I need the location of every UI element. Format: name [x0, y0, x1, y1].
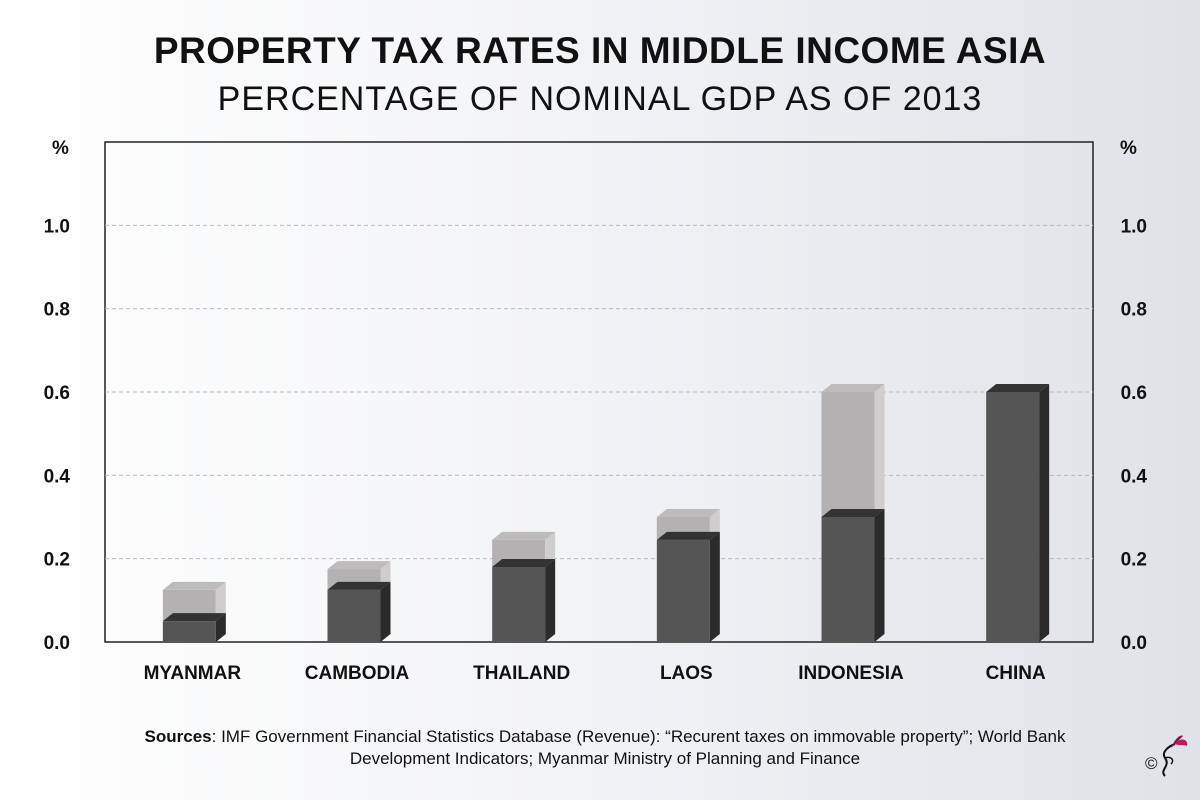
- x-tick-label: CAMBODIA: [305, 663, 410, 684]
- y-tick-label-left: 0.8: [44, 300, 70, 321]
- x-tick-label: MYANMAR: [144, 663, 242, 684]
- y-tick-label-left: 0.0: [44, 633, 70, 654]
- value-bar-indonesia-front: [821, 517, 875, 642]
- value-bar-myanmar-front: [162, 621, 216, 642]
- value-bar-china-top: [986, 384, 1050, 392]
- value-bar-cambodia-side: [380, 581, 391, 642]
- value-bar-laos-front: [656, 539, 710, 642]
- y-axis-unit-right: %: [1120, 138, 1137, 159]
- range-bar-cambodia-top: [327, 561, 391, 570]
- y-tick-label-right: 0.6: [1121, 383, 1147, 404]
- value-bar-indonesia-top: [821, 509, 885, 517]
- value-bar-thailand-side: [545, 559, 556, 642]
- range-bar-thailand-side: [545, 531, 556, 567]
- x-tick-label: INDONESIA: [798, 663, 904, 684]
- value-bar-cambodia-front: [327, 589, 381, 642]
- value-bar-cambodia-top: [327, 581, 391, 590]
- y-tick-label-right: 0.0: [1121, 633, 1147, 654]
- value-bar-china-side: [1039, 384, 1050, 642]
- chart-subtitle: PERCENTAGE OF NOMINAL GDP AS OF 2013: [217, 80, 983, 118]
- y-tick-label-left: 0.4: [44, 466, 71, 487]
- y-tick-label-right: 1.0: [1121, 216, 1147, 237]
- sources-text: : IMF Government Financial Statistics Da…: [211, 727, 1066, 768]
- value-bar-indonesia-side: [874, 509, 885, 642]
- value-bar-china-front: [986, 392, 1040, 642]
- value-bar-laos-top: [656, 531, 720, 540]
- value-bar-myanmar-top: [162, 613, 226, 622]
- range-bar-thailand-top: [492, 531, 556, 540]
- range-bar-laos-top: [656, 509, 720, 517]
- x-tick-label: LAOS: [660, 663, 713, 684]
- value-bar-myanmar-side: [215, 613, 226, 642]
- y-tick-label-left: 0.2: [44, 550, 70, 571]
- value-bar-laos-side: [709, 531, 720, 642]
- y-tick-label-left: 0.6: [44, 383, 70, 404]
- sources-note: Sources: IMF Government Financial Statis…: [95, 726, 1115, 770]
- range-bar-myanmar-top: [162, 581, 226, 590]
- y-tick-label-right: 0.4: [1121, 466, 1148, 487]
- x-tick-label: THAILAND: [473, 663, 570, 684]
- sources-label: Sources: [144, 727, 212, 746]
- range-bar-indonesia-side: [874, 384, 885, 517]
- value-bar-thailand-top: [492, 559, 556, 567]
- y-tick-label-right: 0.2: [1121, 550, 1147, 571]
- y-tick-label-left: 1.0: [44, 216, 70, 237]
- x-tick-label: CHINA: [986, 663, 1046, 684]
- publisher-logo-icon: ©: [1145, 735, 1188, 777]
- range-bar-myanmar-side: [215, 581, 226, 622]
- chart-title: PROPERTY TAX RATES IN MIDDLE INCOME ASIA: [153, 30, 1047, 71]
- bar-chart: 0.0 0.0 0.2 0.2 0.4 0.4 0.6 0.6 0.8 0.8 1.0 1.0% % MY…: [44, 138, 1148, 684]
- y-axis-unit-left: %: [52, 138, 69, 159]
- y-tick-label-right: 0.8: [1121, 300, 1147, 321]
- range-bar-indonesia-front: [821, 392, 875, 517]
- copyright-symbol: ©: [1145, 754, 1158, 773]
- range-bar-indonesia-top: [821, 384, 885, 392]
- value-bar-thailand-front: [492, 567, 546, 642]
